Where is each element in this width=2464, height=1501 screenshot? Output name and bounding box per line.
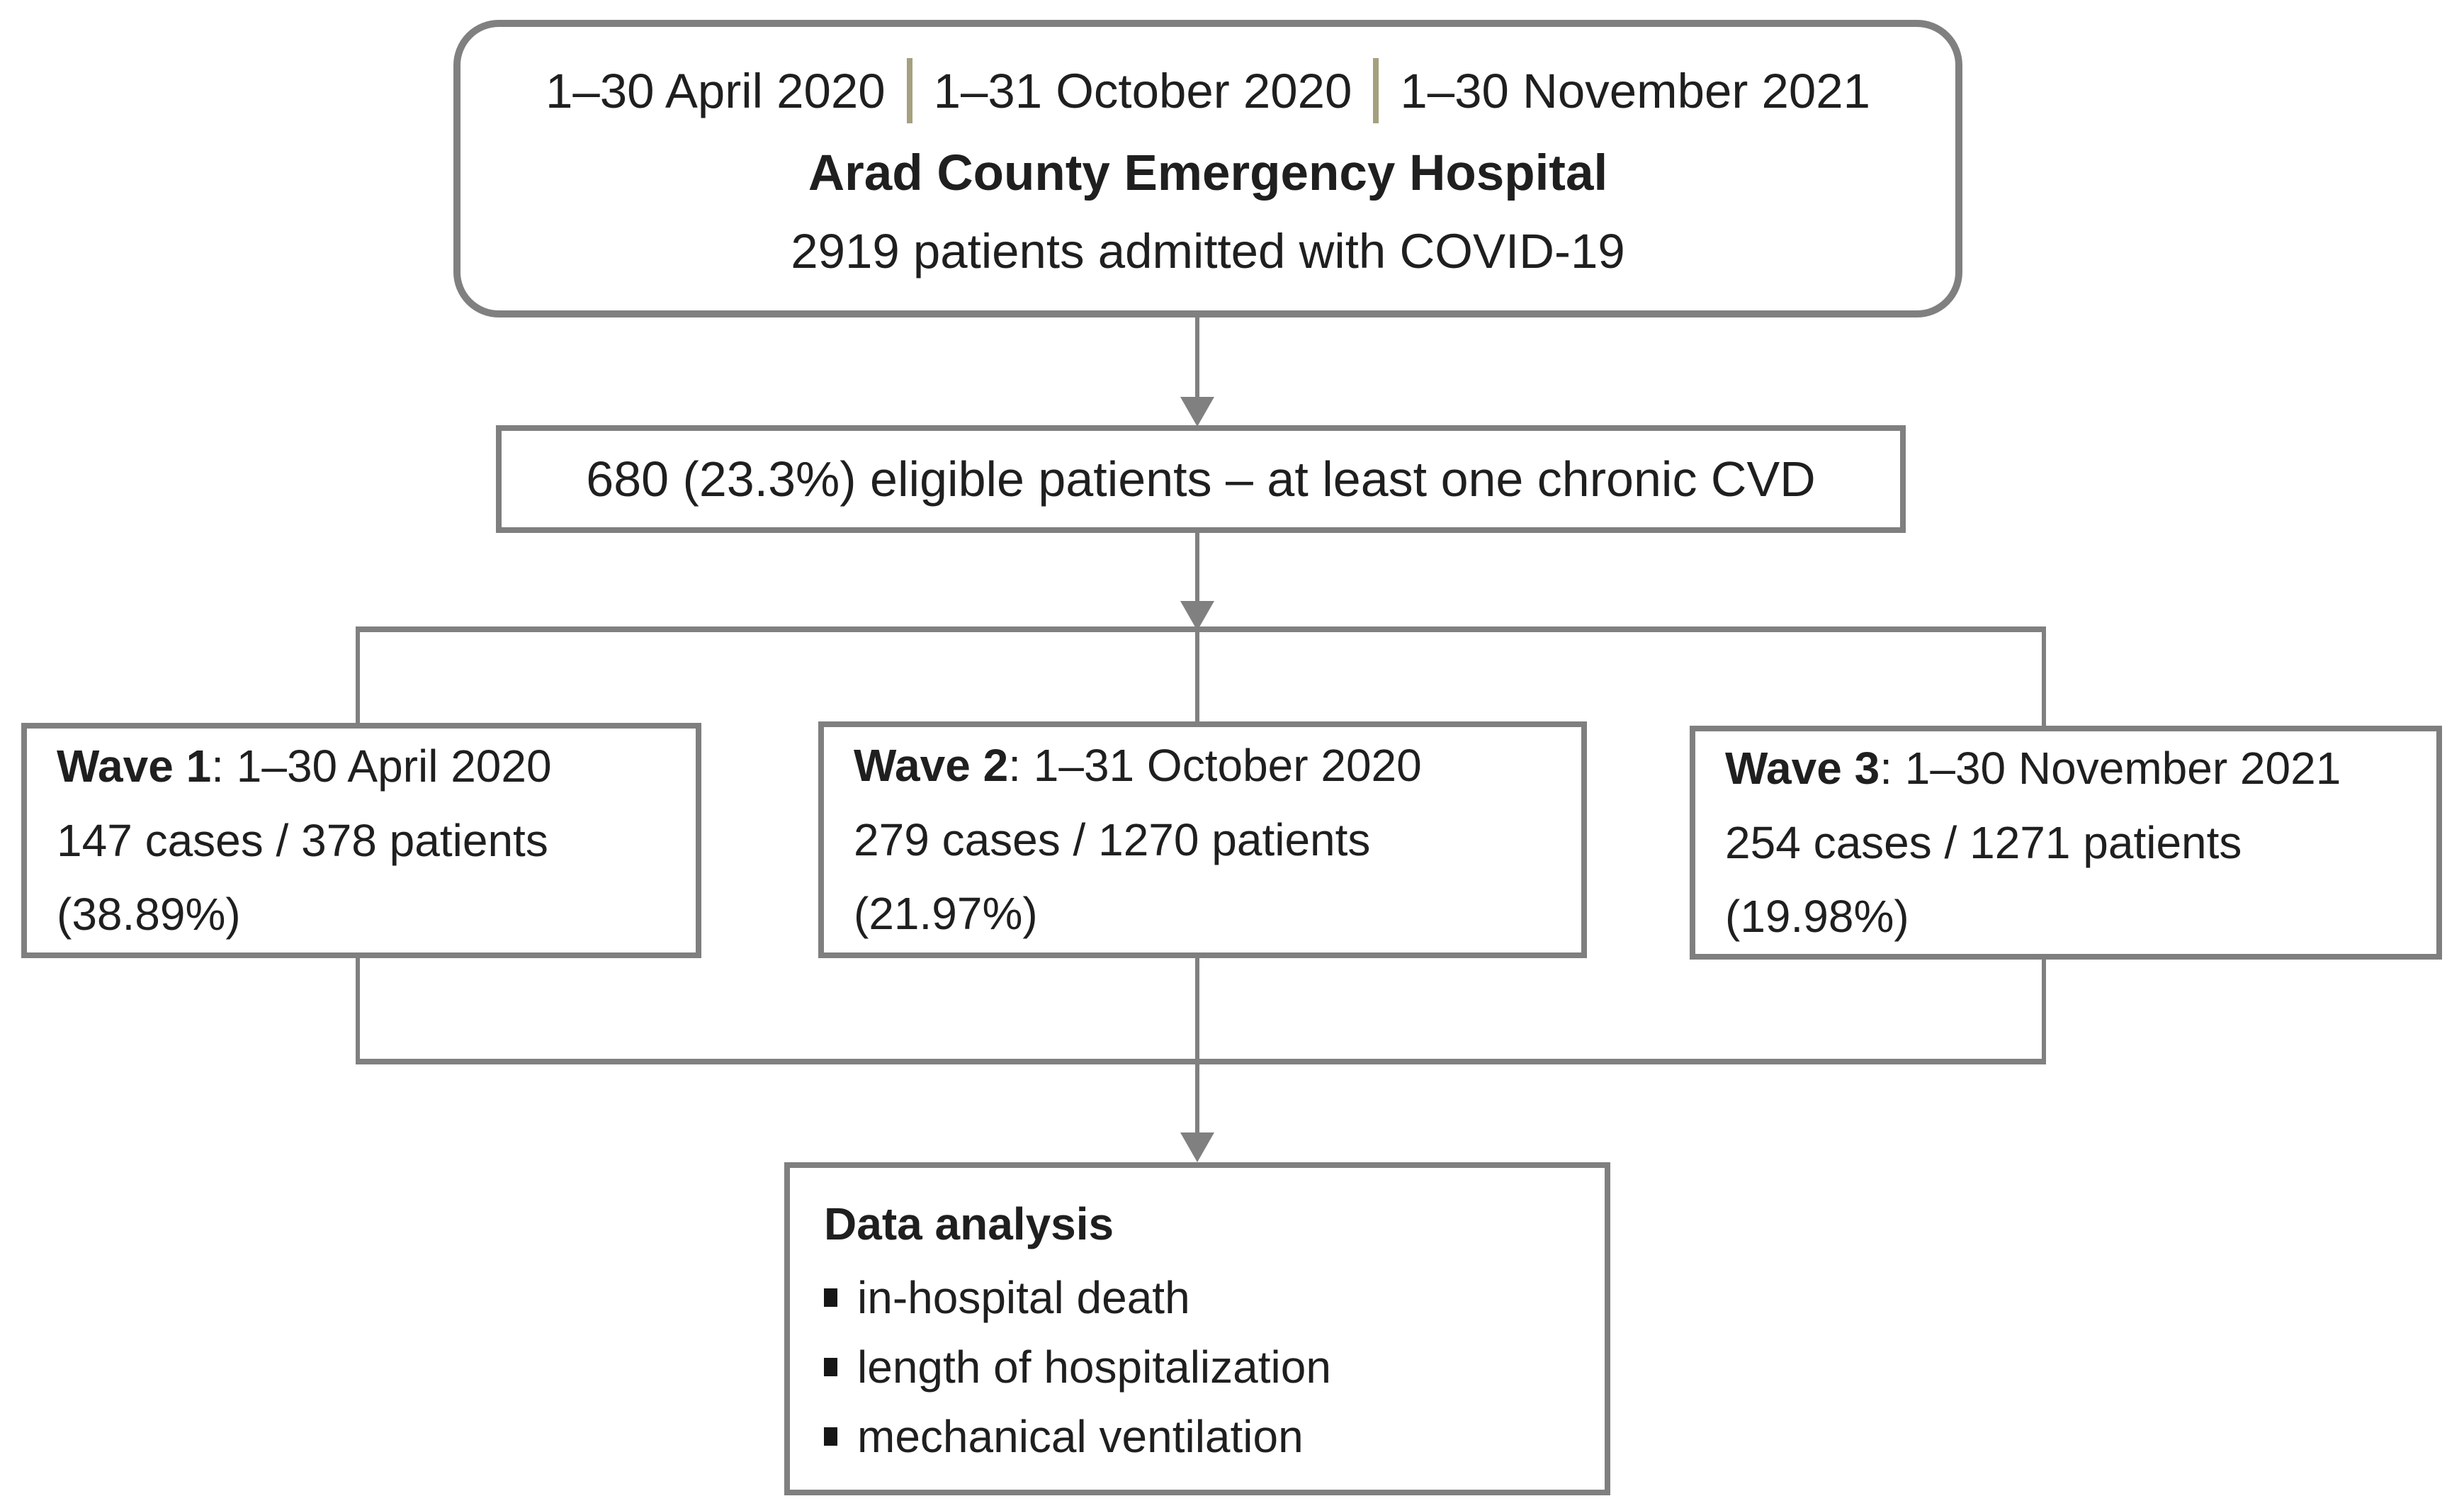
wave2-percent-line: (21.97%): [854, 888, 1038, 940]
wave3-cases-line: 254 cases / 1271 patients: [1725, 816, 2242, 868]
wave1-label: Wave 1: [57, 740, 212, 792]
study-dates-row: 1–30 April 2020 1–31 October 2020 1–30 N…: [546, 58, 1870, 123]
study-period-box: 1–30 April 2020 1–31 October 2020 1–30 N…: [453, 20, 1962, 317]
branch-stub-wave1: [356, 629, 360, 726]
analysis-item-ventilation: mechanical ventilation: [824, 1410, 1583, 1463]
date-range-wave1: 1–30 April 2020: [546, 63, 886, 118]
bullet-square-icon: [824, 1288, 837, 1307]
merge-line-horizontal: [356, 1059, 2046, 1064]
arrow-down-icon: [1180, 601, 1214, 631]
wave1-title-line: Wave 1: 1–30 April 2020: [57, 729, 682, 804]
wave3-label: Wave 3: [1725, 742, 1880, 794]
analysis-item-label: in-hospital death: [857, 1272, 1190, 1323]
date-range-wave3: 1–30 November 2021: [1400, 63, 1870, 118]
branch-stub-wave3: [2042, 629, 2046, 729]
bullet-square-icon: [824, 1427, 837, 1446]
date-range-wave2: 1–31 October 2020: [933, 63, 1352, 118]
eligible-patients-box: 680 (23.3%) eligible patients – at least…: [496, 425, 1906, 533]
wave2-box: Wave 2: 1–31 October 2020 279 cases / 12…: [818, 721, 1587, 958]
wave1-box: Wave 1: 1–30 April 2020 147 cases / 378 …: [21, 723, 701, 958]
wave2-cases-line: 279 cases / 1270 patients: [854, 814, 1371, 865]
analysis-item-label: mechanical ventilation: [857, 1411, 1304, 1462]
data-analysis-box: Data analysis in-hospital death length o…: [784, 1162, 1610, 1495]
merge-stub-wave2: [1195, 955, 1199, 1135]
branch-stub-wave2: [1195, 629, 1199, 724]
wave1-percent-line: (38.89%): [57, 889, 241, 940]
wave2-label: Wave 2: [854, 739, 1009, 791]
eligible-patients-text: 680 (23.3%) eligible patients – at least…: [586, 451, 1816, 507]
branch-line-horizontal: [356, 626, 2046, 632]
wave2-period: : 1–31 October 2020: [1008, 739, 1422, 791]
data-analysis-title: Data analysis: [824, 1198, 1114, 1249]
wave1-cases-line: 147 cases / 378 patients: [57, 814, 548, 866]
hospital-title: Arad County Emergency Hospital: [808, 145, 1608, 201]
wave1-period: : 1–30 April 2020: [211, 740, 552, 792]
analysis-item-death: in-hospital death: [824, 1271, 1583, 1324]
wave3-title-line: Wave 3: 1–30 November 2021: [1725, 731, 2422, 806]
wave3-period: : 1–30 November 2021: [1880, 742, 2341, 794]
bullet-square-icon: [824, 1358, 837, 1376]
merge-stub-wave1: [356, 955, 360, 1063]
wave3-percent-line: (19.98%): [1725, 891, 1909, 943]
arrow-down-icon: [1180, 1132, 1214, 1162]
arrow-down-icon: [1180, 397, 1214, 427]
wave3-box: Wave 3: 1–30 November 2021 254 cases / 1…: [1690, 726, 2442, 960]
merge-stub-wave3: [2042, 957, 2046, 1063]
connector-line-top-to-eligible: [1195, 317, 1199, 400]
analysis-item-label: length of hospitalization: [857, 1342, 1331, 1393]
analysis-item-length: length of hospitalization: [824, 1341, 1583, 1393]
date-separator-bar: [906, 58, 912, 123]
date-separator-bar: [1373, 58, 1379, 123]
admitted-patients-text: 2919 patients admitted with COVID-19: [791, 224, 1625, 279]
connector-line-eligible-to-branch: [1195, 533, 1199, 604]
wave2-title-line: Wave 2: 1–31 October 2020: [854, 729, 1567, 803]
